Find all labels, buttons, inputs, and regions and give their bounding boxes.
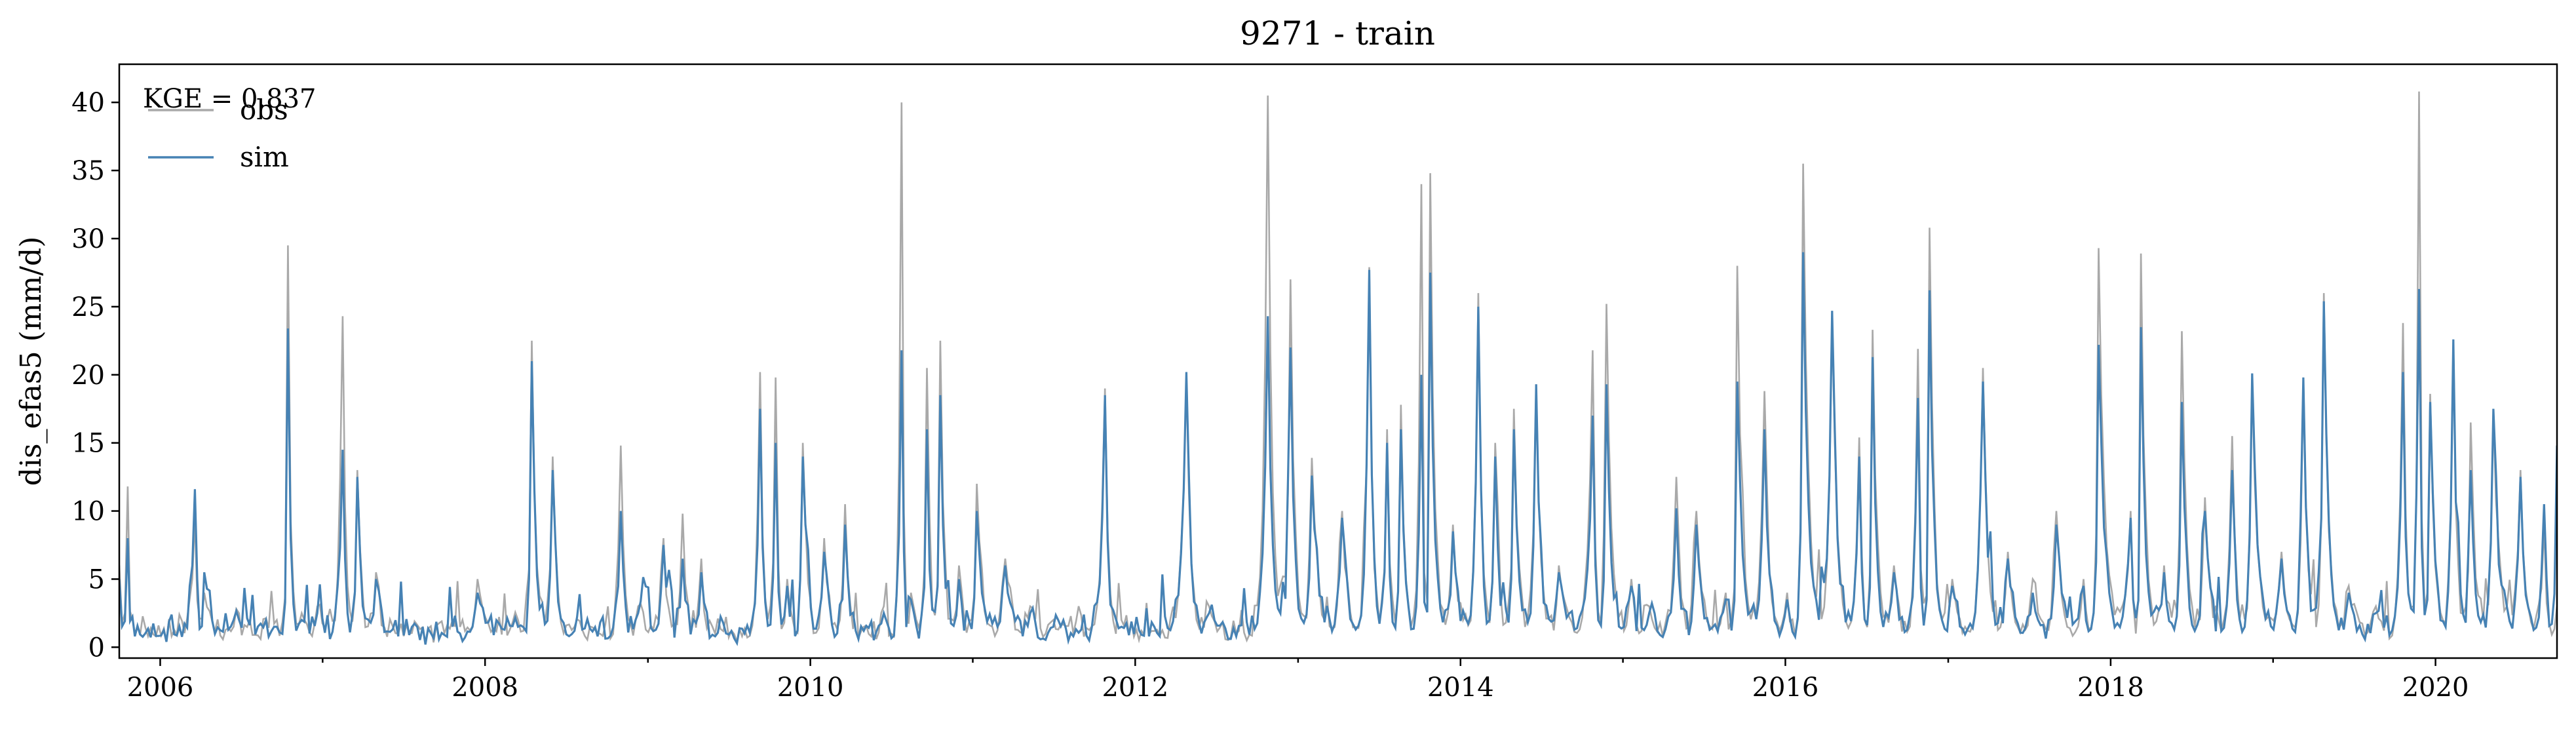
x-tick-label: 2008	[452, 673, 518, 703]
x-tick-label: 2010	[777, 673, 844, 703]
series-sim-line	[119, 252, 2557, 646]
chart-title: 9271 - train	[1240, 14, 1435, 52]
legend-obs-label: obs	[240, 94, 288, 126]
legend: obs sim	[148, 94, 289, 173]
y-tick-label: 25	[71, 292, 105, 322]
x-axis: 2006 2008 2010 2012 2014 2016 2018 2020	[127, 658, 2469, 703]
plot-frame	[118, 63, 2558, 659]
y-tick-label: 10	[71, 497, 105, 527]
x-tick-label: 2006	[127, 673, 194, 703]
x-tick-label: 2016	[1752, 673, 1819, 703]
x-tick-label: 2014	[1427, 673, 1494, 703]
y-axis: 0 5 10 15 20 25 30 35 40	[71, 88, 119, 663]
y-tick-label: 0	[88, 633, 105, 663]
x-tick-label: 2018	[2077, 673, 2144, 703]
y-tick-label: 35	[71, 156, 105, 186]
y-tick-label: 5	[88, 564, 105, 595]
y-tick-label: 30	[71, 224, 105, 254]
y-axis-label: dis_efas5 (mm/d)	[14, 237, 48, 486]
x-tick-label: 2012	[1102, 673, 1168, 703]
legend-sim-label: sim	[240, 141, 289, 173]
x-tick-label: 2020	[2402, 673, 2469, 703]
y-tick-label: 15	[71, 429, 105, 459]
series-obs-line	[119, 91, 2557, 645]
plot-area	[119, 91, 2557, 646]
y-tick-label: 40	[71, 88, 105, 118]
kge-annotation: KGE = 0.837	[143, 84, 317, 114]
y-tick-label: 20	[71, 361, 105, 391]
